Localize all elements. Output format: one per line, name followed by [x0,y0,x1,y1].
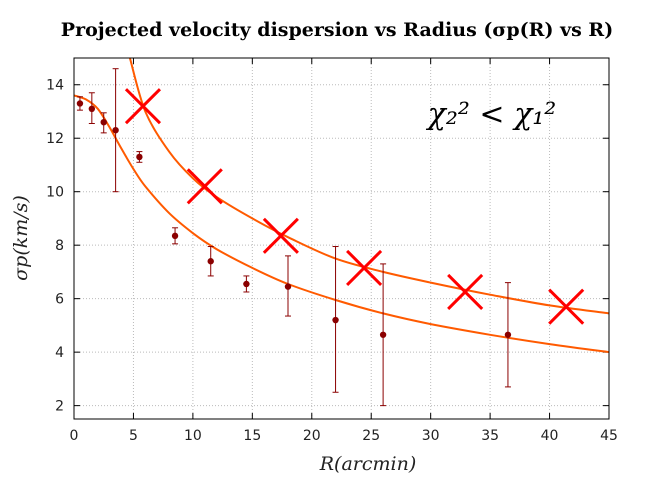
data-point [112,127,119,134]
data-point [100,118,107,126]
data-point [76,100,84,107]
grid [74,58,609,419]
cross-stroke [447,273,484,311]
chi-square-annotation: χ₂² < χ₁² [426,97,557,132]
data-point [88,105,96,113]
x-axis-label: R(arcmin) [319,453,417,475]
model-cross [186,168,223,205]
cross-stroke [124,88,162,125]
model-cross [262,217,299,254]
y-tick-label: 12 [46,131,64,147]
y-tick-label: 4 [55,345,64,361]
data-point [504,331,512,338]
cross-stroke [346,249,383,286]
x-tick-label: 35 [481,428,499,444]
x-tick-label: 30 [422,428,440,444]
data-point [207,258,214,265]
model-curves [73,57,610,354]
x-tick-labels: 0 5 10 15 20 25 30 35 40 45 [70,428,618,444]
data-point [171,232,179,240]
model-cross [548,288,585,325]
model-cross [447,273,484,311]
model-cross [346,249,383,286]
x-tick-label: 40 [541,428,559,444]
model-curve [73,94,610,354]
x-tick-label: 15 [243,428,261,444]
y-axis-label: σp(km/s) [10,195,32,281]
y-tick-label: 6 [55,292,64,308]
x-tick-label: 20 [303,428,321,444]
data-point [332,316,339,324]
x-tick-label: 0 [70,428,79,444]
plot-frame [73,57,610,420]
model-cross [124,88,162,125]
observed-points [76,100,512,338]
data-point [284,283,292,290]
y-tick-labels: 2 4 6 8 10 12 14 [46,78,64,415]
x-tick-label: 10 [184,428,202,444]
y-tick-label: 10 [46,185,64,201]
data-point [136,153,143,161]
chart-title: Projected velocity dispersion vs Radius … [61,19,613,41]
y-tick-label: 14 [46,78,64,94]
y-tick-label: 2 [55,399,64,415]
data-point [243,280,250,288]
cross-stroke [548,288,585,325]
x-tick-label: 25 [362,428,380,444]
model-crosses [124,88,585,325]
y-tick-label: 8 [55,238,64,254]
data-point [379,331,387,338]
cross-stroke [262,217,299,254]
x-tick-label: 45 [600,428,618,444]
x-tick-label: 5 [129,428,138,444]
cross-stroke [186,168,223,205]
model-curve [128,57,610,315]
